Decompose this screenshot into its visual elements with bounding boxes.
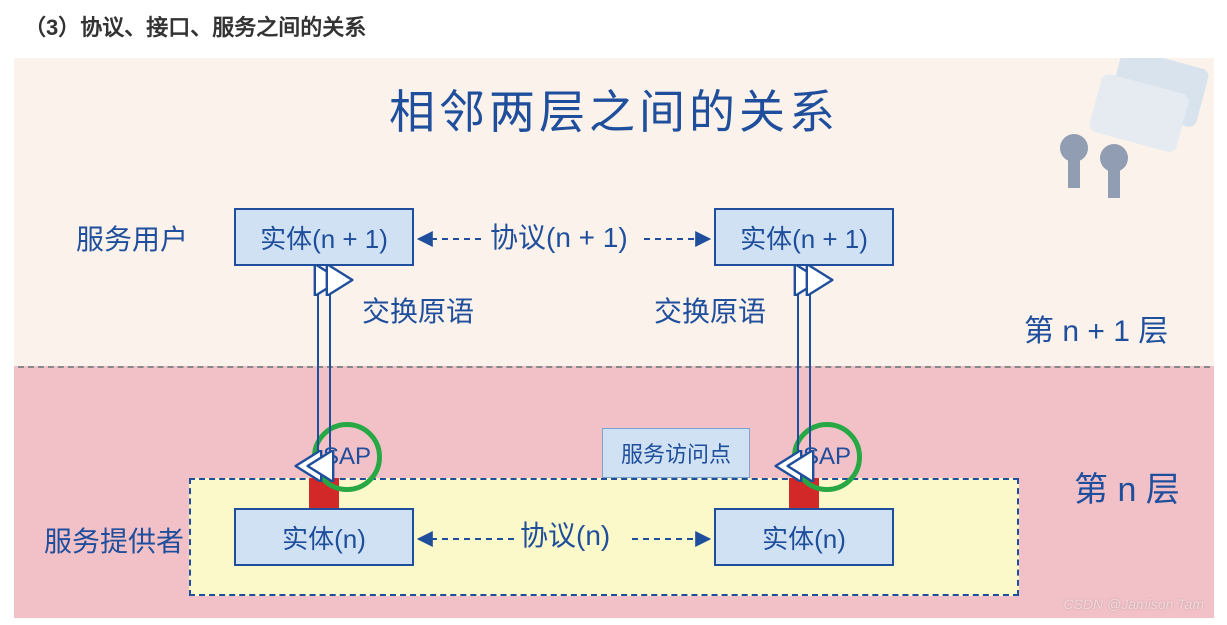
sap-info-box: 服务访问点: [602, 428, 750, 478]
protocol-n1-arrow: [414, 234, 714, 244]
entity-n1-left: 实体(n + 1): [234, 208, 414, 266]
diagram-canvas: 相邻两层之间的关系 实体(n + 1) 实体(n + 1) 实体(n) 实体(n…: [14, 58, 1214, 618]
label-exchange-left: 交换原语: [362, 290, 474, 330]
entity-n-left: 实体(n): [234, 508, 414, 566]
label-service-provider: 服务提供者: [44, 520, 184, 560]
entity-n-right: 实体(n): [714, 508, 894, 566]
vertical-arrow-left: [308, 266, 340, 480]
protocol-n-arrow: [414, 534, 714, 544]
diagram-title: 相邻两层之间的关系: [14, 76, 1214, 142]
label-exchange-right: 交换原语: [654, 290, 766, 330]
section-heading: （3）协议、接口、服务之间的关系: [0, 0, 1227, 58]
label-layer-n: 第 n 层: [1074, 462, 1180, 511]
layer-divider: [18, 366, 1210, 368]
label-service-user: 服务用户: [76, 218, 188, 258]
watermark: CSDN @Jamison Tam: [1063, 596, 1204, 612]
entity-n1-right: 实体(n + 1): [714, 208, 894, 266]
vertical-arrow-right: [788, 266, 820, 480]
label-layer-n1: 第 n + 1 层: [1024, 306, 1168, 350]
